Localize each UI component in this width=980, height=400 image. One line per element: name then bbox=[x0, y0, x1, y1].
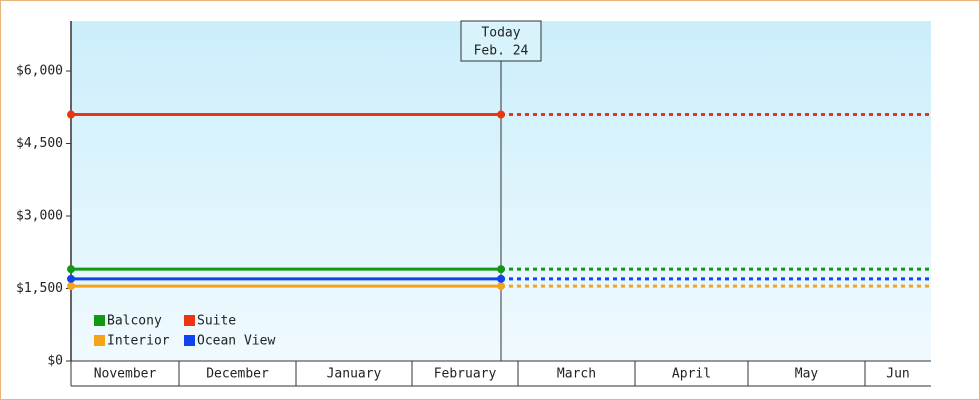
x-tick-label: November bbox=[94, 367, 157, 382]
x-tick-label: March bbox=[557, 367, 596, 382]
legend-label: Suite bbox=[197, 314, 236, 329]
y-tick-label: $1,500 bbox=[16, 281, 63, 296]
series-point bbox=[497, 110, 505, 119]
legend-swatch bbox=[184, 335, 195, 346]
series-point bbox=[67, 110, 75, 119]
legend-label: Interior bbox=[107, 334, 170, 349]
legend-label: Balcony bbox=[107, 314, 162, 329]
series-point bbox=[497, 282, 505, 291]
today-title: Today bbox=[481, 26, 520, 41]
today-date: Feb. 24 bbox=[474, 44, 529, 59]
y-tick-label: $4,500 bbox=[16, 136, 63, 151]
series-point bbox=[67, 265, 75, 274]
series-point bbox=[67, 274, 75, 283]
today-box bbox=[460, 20, 542, 62]
y-tick-label: $6,000 bbox=[16, 64, 63, 79]
legend-swatch bbox=[94, 335, 105, 346]
legend-label: Ocean View bbox=[197, 334, 275, 349]
series-point bbox=[497, 265, 505, 274]
x-tick-label: January bbox=[327, 367, 382, 382]
y-tick-label: $0 bbox=[47, 354, 63, 369]
x-tick-label: Jun bbox=[886, 367, 909, 382]
series-point bbox=[67, 282, 75, 291]
x-tick-label: February bbox=[434, 367, 497, 382]
legend-swatch bbox=[184, 315, 195, 326]
x-tick-label: April bbox=[672, 367, 711, 382]
series-point bbox=[497, 274, 505, 283]
legend-swatch bbox=[94, 315, 105, 326]
x-tick-label: May bbox=[795, 367, 819, 382]
y-tick-label: $3,000 bbox=[16, 209, 63, 224]
x-tick-label: December bbox=[206, 367, 269, 382]
